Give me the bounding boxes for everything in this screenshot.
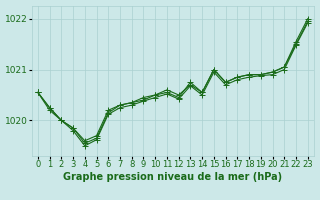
X-axis label: Graphe pression niveau de la mer (hPa): Graphe pression niveau de la mer (hPa) [63, 172, 282, 182]
